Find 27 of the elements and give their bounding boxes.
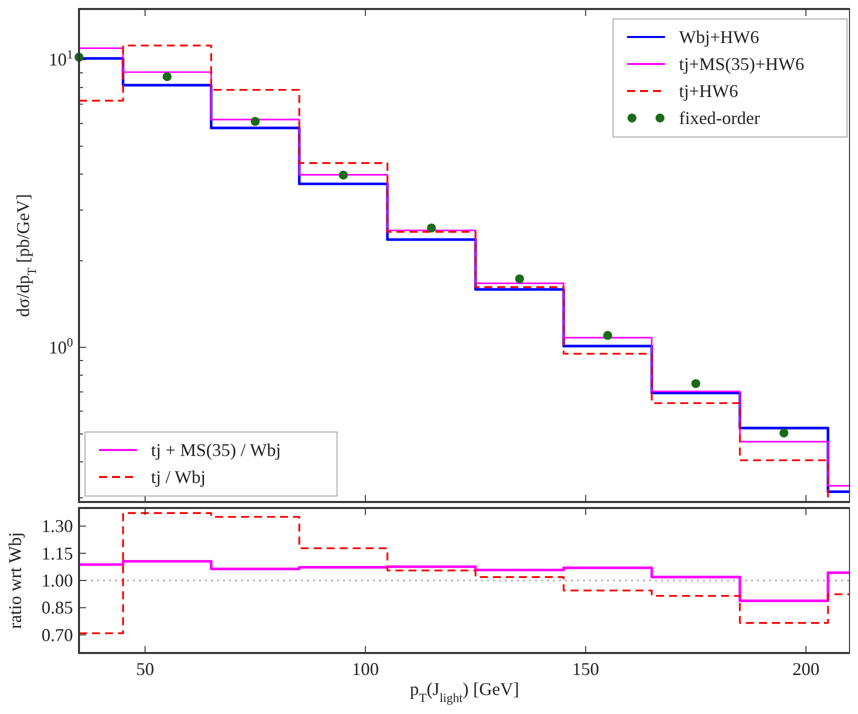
y-tick-label: 1.15	[42, 543, 73, 564]
point	[691, 379, 700, 388]
y-tick-label: 1.30	[42, 516, 73, 536]
x-tick-label: 200	[792, 659, 820, 679]
y-tick-label: 10$^{1}$	[48, 48, 73, 70]
y-tick-label: 0.85	[42, 598, 73, 618]
legend-label: tj / Wbj	[151, 467, 206, 487]
point	[250, 116, 260, 126]
y-tick-label: 0.70	[42, 624, 73, 645]
legend-label: tj+MS(35)+HW6	[679, 54, 804, 74]
x-tick-label: 150	[572, 659, 600, 679]
point	[338, 170, 348, 180]
x-tick-label: 50	[136, 659, 154, 679]
y-tick-label: 1.00	[42, 570, 73, 590]
point	[515, 274, 524, 284]
x-tick-label: 100	[352, 659, 379, 679]
point	[162, 72, 172, 82]
legend-label: Wbj+HW6	[679, 27, 760, 47]
legend-label: tj+HW6	[679, 81, 738, 101]
point	[603, 330, 612, 340]
point	[779, 428, 788, 438]
x-axis-title: p$_{T}$(J$_{light}$) [GeV]	[410, 679, 520, 705]
legend-label: tj + MS(35) / Wbj	[151, 440, 281, 460]
y-tick-label: 10$^{0}$	[48, 335, 73, 358]
y-axis-title: ratio wrt Wbj	[5, 532, 25, 629]
point	[426, 223, 436, 232]
legend-label: fixed-order	[679, 108, 760, 128]
